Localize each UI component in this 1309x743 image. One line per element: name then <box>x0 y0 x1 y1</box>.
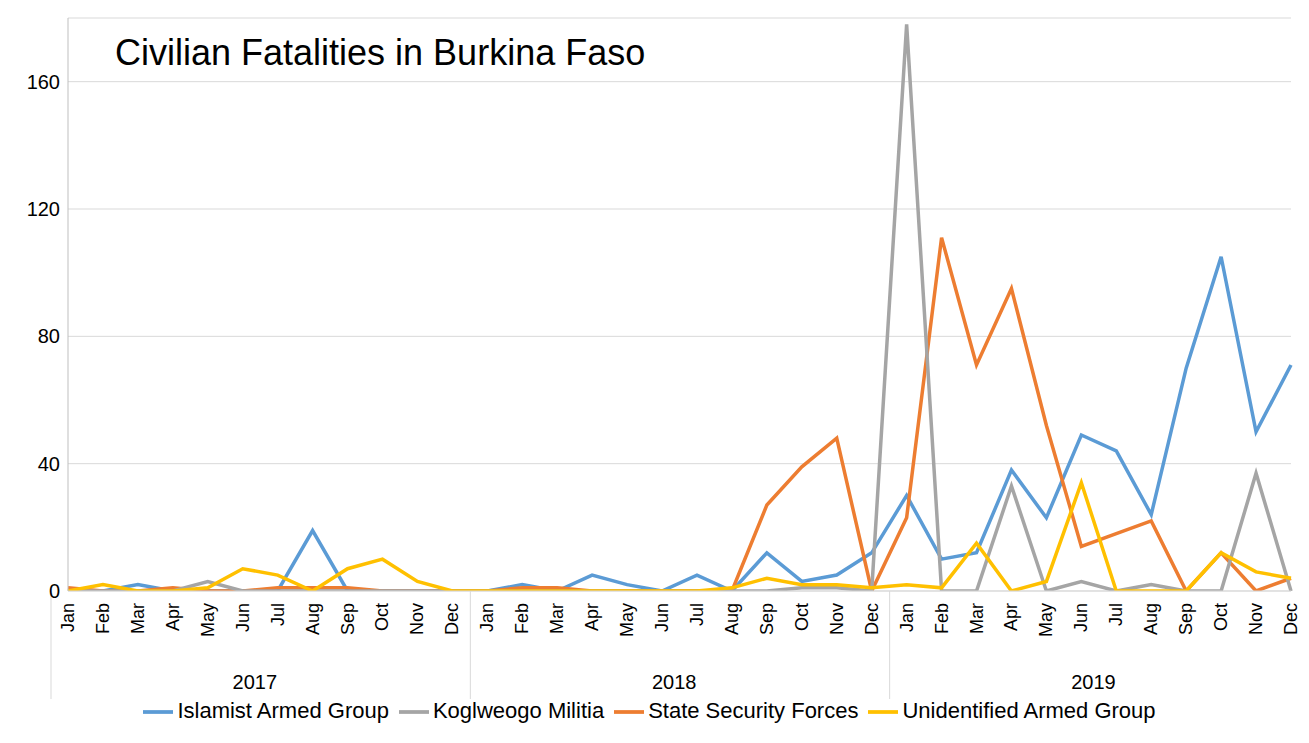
svg-text:Jun: Jun <box>1071 603 1091 632</box>
svg-text:Jan: Jan <box>897 603 917 632</box>
svg-text:Feb: Feb <box>932 603 952 634</box>
svg-text:Jan: Jan <box>477 603 497 632</box>
svg-text:Aug: Aug <box>1141 603 1161 635</box>
svg-text:Feb: Feb <box>512 603 532 634</box>
svg-text:2018: 2018 <box>652 671 697 693</box>
html-text:State Security Forces: State Security Forces <box>648 697 859 723</box>
svg-text:Sep: Sep <box>757 603 777 635</box>
svg-text:160: 160 <box>27 71 60 93</box>
svg-text:Dec: Dec <box>862 603 882 635</box>
html-text:Civilian Fatalities in Burkina: Civilian Fatalities in Burkina Faso <box>115 32 646 73</box>
svg-text:Sep: Sep <box>1176 603 1196 635</box>
svg-text:Mar: Mar <box>967 603 987 634</box>
svg-text:Apr: Apr <box>582 603 602 631</box>
svg-text:80: 80 <box>38 325 60 347</box>
svg-text:Jun: Jun <box>652 603 672 632</box>
svg-text:Mar: Mar <box>547 603 567 634</box>
svg-text:Mar: Mar <box>128 603 148 634</box>
svg-text:Dec: Dec <box>442 603 462 635</box>
html-text:Unidentified Armed Group: Unidentified Armed Group <box>902 697 1156 723</box>
svg-text:Jul: Jul <box>268 603 288 626</box>
svg-text:0: 0 <box>49 580 60 602</box>
svg-text:Jan: Jan <box>58 603 78 632</box>
svg-text:Apr: Apr <box>1001 603 1021 631</box>
svg-text:Dec: Dec <box>1281 603 1301 635</box>
svg-text:Sep: Sep <box>338 603 358 635</box>
svg-text:Oct: Oct <box>1211 603 1231 631</box>
svg-text:Jul: Jul <box>1106 603 1126 626</box>
svg-text:May: May <box>617 603 637 637</box>
svg-text:Jun: Jun <box>233 603 253 632</box>
svg-text:Apr: Apr <box>163 603 183 631</box>
svg-text:2019: 2019 <box>1071 671 1116 693</box>
svg-text:Jul: Jul <box>687 603 707 626</box>
svg-text:2017: 2017 <box>233 671 278 693</box>
svg-text:Oct: Oct <box>372 603 392 631</box>
svg-text:Aug: Aug <box>722 603 742 635</box>
html-text:Islamist Armed Group: Islamist Armed Group <box>177 697 389 723</box>
svg-text:120: 120 <box>27 198 60 220</box>
svg-text:Nov: Nov <box>827 603 847 635</box>
svg-text:Feb: Feb <box>93 603 113 634</box>
svg-text:Nov: Nov <box>407 603 427 635</box>
svg-text:Aug: Aug <box>303 603 323 635</box>
svg-text:40: 40 <box>38 453 60 475</box>
svg-text:May: May <box>198 603 218 637</box>
svg-text:May: May <box>1036 603 1056 637</box>
svg-text:Nov: Nov <box>1246 603 1266 635</box>
html-text:Koglweogo Militia: Koglweogo Militia <box>432 697 605 723</box>
svg-text:Oct: Oct <box>792 603 812 631</box>
